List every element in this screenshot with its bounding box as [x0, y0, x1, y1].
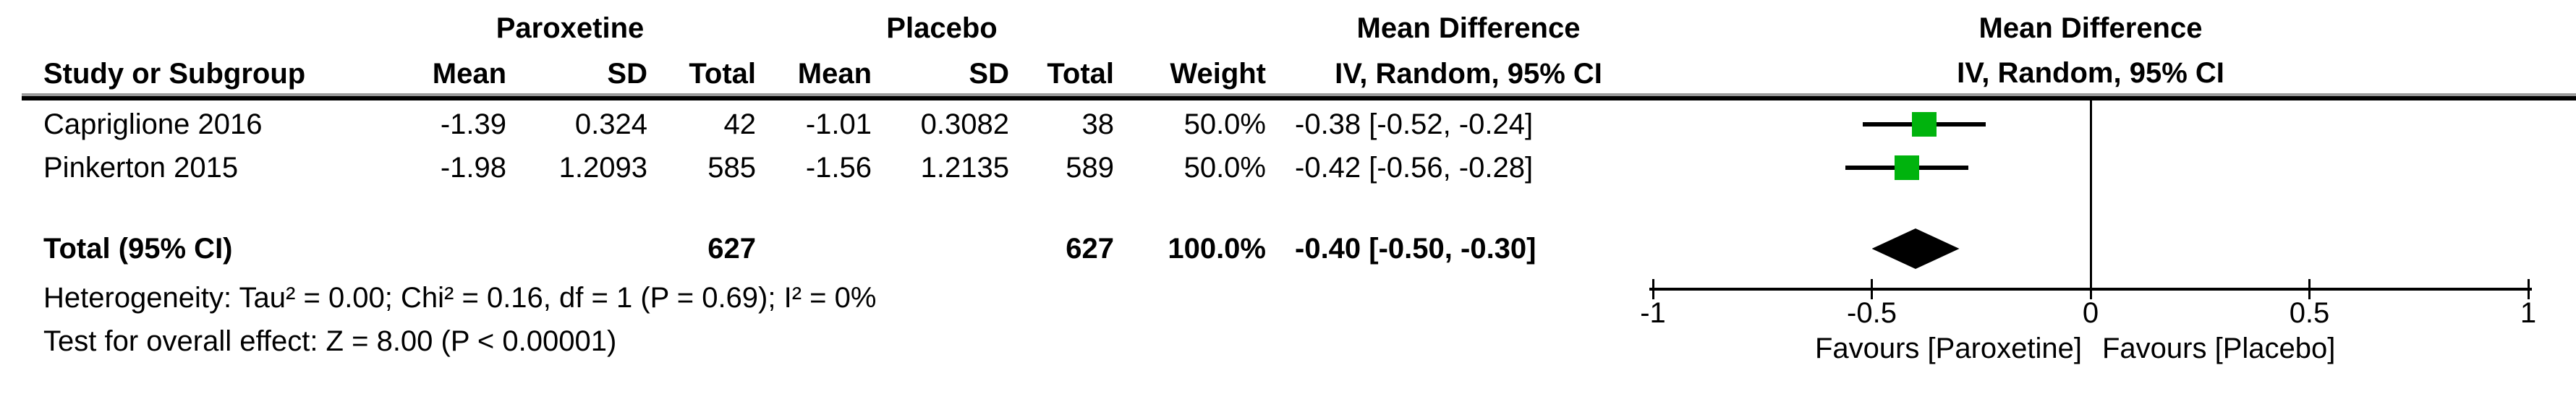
- total-label: Total (95% CI): [43, 233, 233, 265]
- col-header-total-placebo: Total: [1047, 58, 1114, 90]
- col-header-sd-paroxetine: SD: [607, 58, 647, 90]
- overall-effect-text: Test for overall effect: Z = 8.00 (P < 0…: [43, 325, 617, 357]
- axis-tick-label: 0.5: [2289, 297, 2330, 329]
- axis-tick: [2308, 279, 2311, 299]
- favours-right-label: Favours [Placebo]: [2102, 333, 2336, 364]
- total-n-group1: 627: [707, 233, 756, 265]
- study-total-group1: 42: [723, 108, 757, 140]
- total-weight: 100.0%: [1168, 233, 1266, 265]
- effect-column-title: Mean Difference: [1356, 12, 1581, 44]
- study-total-group1: 585: [707, 152, 756, 184]
- axis-tick-label: -0.5: [1847, 297, 1897, 329]
- study-mean-group1: -1.98: [440, 152, 506, 184]
- col-header-weight: Weight: [1170, 58, 1266, 90]
- study-sd-group1: 1.2093: [558, 152, 647, 184]
- col-header-mean-paroxetine: Mean: [432, 58, 506, 90]
- zero-reference-line: [2089, 100, 2092, 291]
- point-estimate-square: [1912, 112, 1937, 137]
- axis-tick-label: 1: [2520, 297, 2537, 329]
- study-ci-text: -0.38 [-0.52, -0.24]: [1295, 108, 1534, 140]
- study-weight: 50.0%: [1183, 152, 1266, 184]
- axis-tick-label: -1: [1640, 297, 1666, 329]
- study-mean-group2: -1.56: [805, 152, 872, 184]
- study-weight: 50.0%: [1183, 108, 1266, 140]
- pooled-estimate-diamond: [1871, 228, 1960, 269]
- group-header-placebo: Placebo: [886, 12, 998, 44]
- col-header-study: Study or Subgroup: [43, 58, 306, 90]
- heterogeneity-text: Heterogeneity: Tau² = 0.00; Chi² = 0.16,…: [43, 282, 877, 314]
- study-mean-group1: -1.39: [440, 108, 506, 140]
- study-name: Pinkerton 2015: [43, 152, 239, 184]
- plot-title: Mean Difference: [1978, 12, 2203, 44]
- axis-tick: [2089, 279, 2092, 299]
- study-name: Capriglione 2016: [43, 108, 263, 140]
- header-rule-dark: [22, 96, 2576, 100]
- total-ci-text: -0.40 [-0.50, -0.30]: [1295, 233, 1536, 265]
- favours-left-label: Favours [Paroxetine]: [1814, 333, 2082, 364]
- header-rule-light: [22, 93, 2576, 96]
- point-estimate-square: [1894, 155, 1919, 180]
- col-header-mean-placebo: Mean: [797, 58, 872, 90]
- axis-tick: [2527, 279, 2530, 299]
- group-header-paroxetine: Paroxetine: [496, 12, 645, 44]
- total-n-group2: 627: [1066, 233, 1114, 265]
- study-sd-group2: 1.2135: [920, 152, 1009, 184]
- col-header-sd-placebo: SD: [969, 58, 1009, 90]
- axis-tick: [1652, 279, 1654, 299]
- study-total-group2: 589: [1066, 152, 1114, 184]
- plot-subtitle: IV, Random, 95% CI: [1957, 57, 2224, 89]
- axis-tick-label: 0: [2082, 297, 2099, 329]
- study-ci-text: -0.42 [-0.56, -0.28]: [1295, 152, 1534, 184]
- study-total-group2: 38: [1081, 108, 1115, 140]
- col-header-ci: IV, Random, 95% CI: [1335, 58, 1602, 90]
- axis-tick: [1871, 279, 1873, 299]
- study-sd-group1: 0.324: [574, 108, 647, 140]
- col-header-total-paroxetine: Total: [689, 58, 756, 90]
- study-mean-group2: -1.01: [805, 108, 872, 140]
- study-sd-group2: 0.3082: [920, 108, 1009, 140]
